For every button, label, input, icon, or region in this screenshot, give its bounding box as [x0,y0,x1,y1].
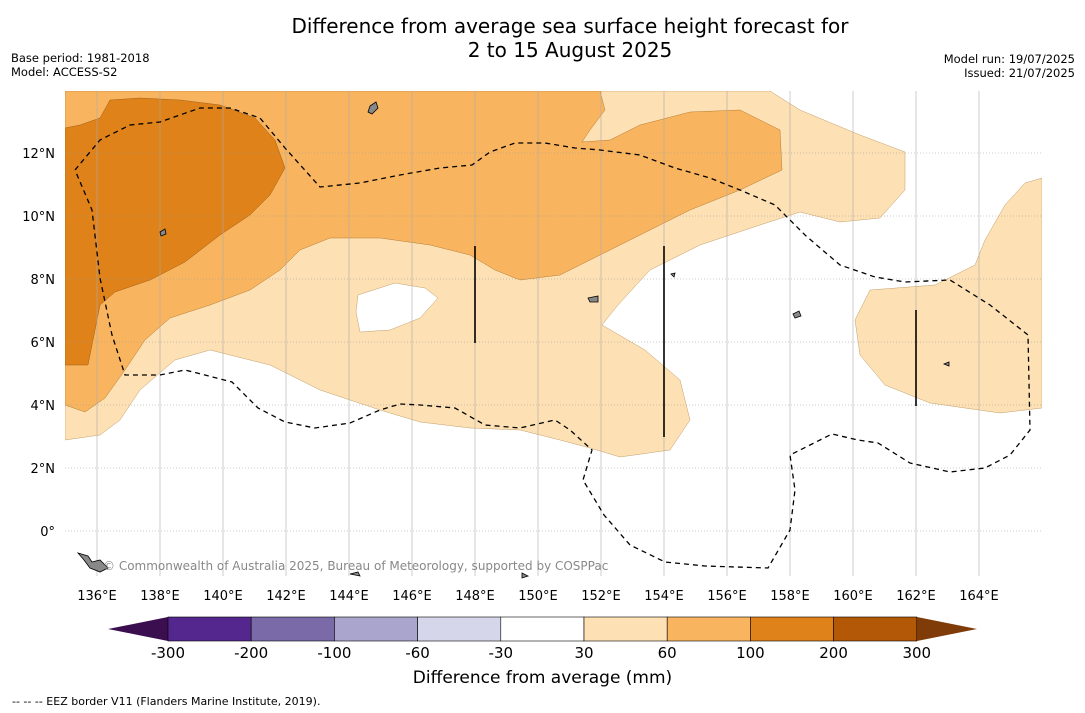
lon-label: 136°E [77,589,117,604]
colorbar-tick: -300 [151,644,185,662]
lat-label: 0° [40,525,55,540]
neutral-patch [355,282,439,333]
island-1 [367,101,379,115]
title-line-2: 2 to 15 August 2025 [467,38,673,62]
island-4 [792,310,802,319]
island-2 [159,228,167,237]
issued-date: Issued: 21/07/2025 [964,66,1075,80]
map-credit: © Commonwealth of Australia 2025, Bureau… [103,559,608,573]
colorbar-box [833,616,918,642]
contour-100-200 [65,97,286,366]
lon-label: 156°E [707,589,747,604]
lon-label: 162°E [896,589,936,604]
model-info: Base period: 1981-2018 Model: ACCESS-S2 [11,51,150,79]
lat-label: 12°N [22,147,55,162]
chart-title: Difference from average sea surface heig… [170,14,970,62]
island-new-guinea-coast [76,552,109,573]
colorbar-tick: 100 [736,644,765,662]
lat-label: 2°N [31,462,56,477]
colorbar-tick: -60 [405,644,430,662]
lon-label: 146°E [392,589,432,604]
lon-label: 148°E [455,589,495,604]
island-3 [587,295,599,303]
lon-label: 160°E [833,589,873,604]
anomaly-contours [65,91,1042,458]
lon-label: 158°E [770,589,810,604]
colorbar: -300 -200 -100 -60 -30 30 60 100 200 300 [108,616,977,662]
run-info: Model run: 19/07/2025 Issued: 21/07/2025 [944,52,1075,80]
lon-label: 142°E [266,589,306,604]
model-run-date: Model run: 19/07/2025 [943,52,1075,66]
lon-label: 150°E [518,589,558,604]
title-line-1: Difference from average sea surface heig… [291,14,849,38]
colorbar-title: Difference from average (mm) [412,668,673,688]
lon-label: 138°E [140,589,180,604]
island-6 [670,272,676,278]
lon-label: 140°E [203,589,243,604]
base-period: Base period: 1981-2018 [11,51,150,65]
lon-label: 152°E [581,589,621,604]
lon-label: 144°E [329,589,369,604]
colorbar-tick: 30 [574,644,593,662]
lon-label: 164°E [959,589,999,604]
longitude-labels: 136°E 138°E 140°E 142°E 144°E 146°E 148°E 150°E… [77,589,999,604]
lat-label: 6°N [31,336,56,351]
colorbar-box [250,616,335,642]
lat-label: 4°N [31,399,56,414]
islands [76,101,950,579]
colorbar-tick: -200 [234,644,268,662]
colorbar-tick: -100 [317,644,351,662]
map-plot-area: © Commonwealth of Australia 2025, Bureau… [65,91,1042,579]
eez-segments [474,246,917,437]
white-island-in-shading [355,282,439,333]
lat-label: 10°N [22,210,55,225]
colorbar-box [167,616,252,642]
colorbar-box [500,616,585,642]
eez-border-palau-fsm [74,107,1031,569]
lat-label: 8°N [31,273,56,288]
colorbar-tick: 200 [819,644,848,662]
model-name: Model: ACCESS-S2 [11,65,118,79]
colorbar-box [583,616,668,642]
colorbar-arrow-min [108,617,168,641]
colorbar-box [666,616,751,642]
colorbar-tick: 60 [658,644,677,662]
colorbar-arrow-max [917,617,977,641]
island-7 [521,572,530,579]
colorbar-tick: -30 [489,644,514,662]
island-5 [942,361,950,367]
colorbar-box [750,616,834,642]
graticule [65,91,1042,576]
island-8 [349,571,361,577]
lon-label: 154°E [644,589,684,604]
eez-borders [74,107,1031,569]
colorbar-tick: 300 [902,644,931,662]
eez-footnote: -- -- -- EEZ border V11 (Flanders Marine… [12,695,321,708]
latitude-labels: 12°N 10°N 8°N 6°N 4°N 2°N 0° [22,147,55,540]
colorbar-box [417,616,502,642]
colorbar-box [334,616,418,642]
colorbar-boxes [167,616,918,642]
colorbar-tick-labels: -300 -200 -100 -60 -30 30 60 100 200 300 [151,644,931,662]
contour-30-60-east [854,177,1042,414]
